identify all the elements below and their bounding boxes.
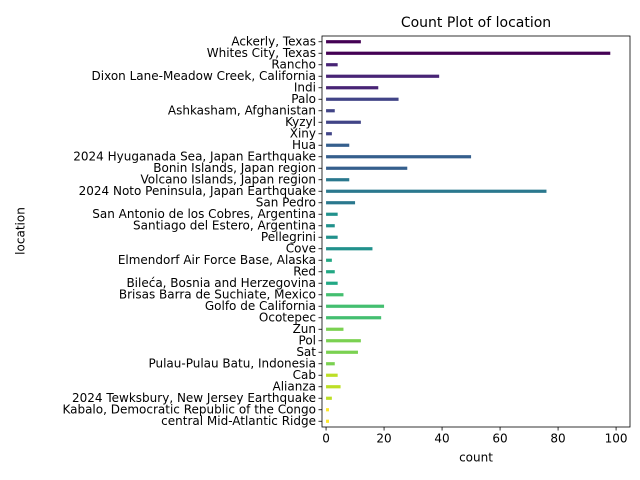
bar [326,63,338,67]
y-tick-label: Xiny [290,126,316,140]
bar [326,316,382,320]
bar [326,97,399,101]
y-tick-label: Cab [293,368,316,382]
bar [326,178,350,182]
x-tick-label: 100 [605,432,628,446]
y-tick-label: Bileća, Bosnia and Herzegovina [126,276,316,290]
x-tick-label: 80 [550,432,565,446]
y-tick-label: Bonin Islands, Japan region [153,161,316,175]
bar [326,304,385,308]
bar [326,143,350,147]
y-tick-label: central Mid-Atlantic Ridge [161,414,316,428]
y-tick-label: Pulau-Pulau Batu, Indonesia [148,356,316,370]
bar [326,74,440,78]
bar [326,166,408,170]
y-tick-label: Pol [299,333,316,347]
bar [326,419,329,423]
bar [326,408,329,412]
y-tick-label: Elmendorf Air Force Base, Alaska [118,253,316,267]
bar [326,224,335,228]
bar [326,247,373,251]
x-tick-label: 60 [492,432,507,446]
bar [326,396,332,400]
chart-title: Count Plot of location [401,15,551,31]
bar [326,109,335,113]
x-axis-label: count [459,451,493,465]
bar [326,373,338,377]
x-tick-label: 0 [322,432,330,446]
bar [326,235,338,239]
bar [326,40,361,44]
bar [326,201,356,205]
bar [326,51,611,55]
y-tick-label: 2024 Hyuganada Sea, Japan Earthquake [73,149,316,163]
y-tick-label: Zun [293,322,316,336]
x-tick-label: 40 [434,432,449,446]
y-tick-label: Rancho [271,57,316,71]
plot-frame [321,35,631,428]
bar [326,189,547,193]
y-tick-label: San Pedro [256,195,316,209]
bar [326,362,335,366]
y-tick-label: Dixon Lane-Meadow Creek, California [92,69,316,83]
y-axis-label: location [14,207,28,255]
y-tick-label: Hua [292,138,316,152]
x-tick-label: 20 [376,432,391,446]
bar [326,212,338,216]
y-tick-label: Pellegrini [261,230,316,244]
y-tick-label: Santiago del Estero, Argentina [133,218,316,232]
y-tick-label: Whites City, Texas [207,46,316,60]
bar [326,327,344,331]
y-tick-label: Red [293,264,316,278]
y-tick-label: Brisas Barra de Suchiate, Mexico [119,287,316,301]
y-tick-label: Cove [286,241,316,255]
bar [326,86,379,90]
bar [326,120,361,124]
bar [326,281,338,285]
y-tick-label: Kabalo, Democratic Republic of the Congo [62,402,316,416]
y-tick-label: Palo [291,92,316,106]
y-tick-label: Alianza [273,379,317,393]
y-tick-label: Ashkasham, Afghanistan [168,103,316,117]
bar [326,258,332,262]
y-tick-label: Sat [296,345,316,359]
bar [326,132,332,136]
y-tick-label: Golfo de California [205,299,316,313]
y-tick-label: 2024 Noto Peninsula, Japan Earthquake [79,184,316,198]
y-tick-label: San Antonio de los Cobres, Argentina [92,207,316,221]
bar [326,270,335,274]
bar [326,385,341,389]
y-tick-label: 2024 Tewksbury, New Jersey Earthquake [72,391,316,405]
bar [326,350,358,354]
y-tick-label: Ocotepec [259,310,316,324]
bar [326,293,344,297]
bar [326,339,361,343]
bar [326,155,472,159]
y-tick-label: Indi [294,80,316,94]
y-tick-label: Kyzyl [285,115,316,129]
y-tick-label: Ackerly, Texas [231,34,316,48]
y-tick-label: Volcano Islands, Japan region [141,172,316,186]
